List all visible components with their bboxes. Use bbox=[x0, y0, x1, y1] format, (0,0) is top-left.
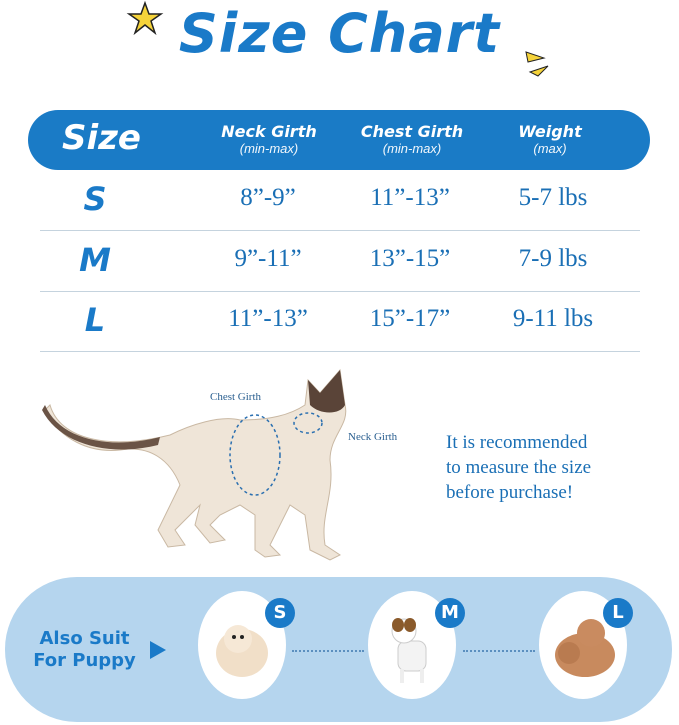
header-label: Neck Girth bbox=[221, 122, 317, 141]
recommendation-line: It is recommended bbox=[446, 432, 588, 453]
size-badge-l: L bbox=[603, 598, 633, 628]
sparkle-icon bbox=[525, 51, 549, 77]
table-row: M 9”-11” 13”-15” 7-9 lbs bbox=[40, 231, 640, 292]
header-sublabel: (min-max) bbox=[239, 141, 299, 156]
chest-girth-label: Chest Girth bbox=[210, 391, 262, 403]
page-title: Size Chart bbox=[178, 2, 501, 65]
weight-cell: 7-9 lbs bbox=[518, 245, 588, 272]
neck-cell: 11”-13” bbox=[228, 305, 308, 332]
header-weight: Weight (max) bbox=[475, 122, 625, 156]
recommendation-text: It is recommended to measure the size be… bbox=[446, 430, 591, 505]
neck-cell: 9”-11” bbox=[234, 245, 302, 272]
connector-line bbox=[463, 650, 535, 652]
recommendation-line: before purchase! bbox=[446, 482, 574, 503]
header-sublabel: (max) bbox=[533, 141, 567, 156]
chest-cell: 15”-17” bbox=[369, 305, 451, 332]
star-icon bbox=[126, 0, 164, 36]
table-row: L 11”-13” 15”-17” 9-11 lbs bbox=[40, 291, 640, 352]
size-cell: M bbox=[79, 241, 111, 279]
play-arrow-icon bbox=[150, 641, 166, 659]
weight-cell: 9-11 lbs bbox=[512, 305, 594, 332]
header-label: Weight bbox=[518, 122, 582, 141]
connector-line bbox=[292, 650, 364, 652]
size-badge-s: S bbox=[265, 598, 295, 628]
cat-image bbox=[42, 368, 347, 561]
neck-girth-label: Neck Girth bbox=[348, 431, 398, 443]
also-suit-line: Also Suit bbox=[39, 628, 130, 649]
neck-cell: 8”-9” bbox=[240, 184, 296, 211]
size-cell: L bbox=[84, 301, 106, 339]
header-sublabel: (min-max) bbox=[382, 141, 442, 156]
recommendation-line: to measure the size bbox=[446, 457, 592, 478]
also-suit-label: Also Suit For Puppy bbox=[22, 628, 147, 672]
chest-cell: 13”-15” bbox=[369, 245, 451, 272]
header-neck-girth: Neck Girth (min-max) bbox=[194, 122, 344, 156]
header-chest-girth: Chest Girth (min-max) bbox=[337, 122, 487, 156]
size-badge-m: M bbox=[435, 598, 465, 628]
table-header: Size Neck Girth (min-max) Chest Girth (m… bbox=[28, 110, 650, 170]
also-suit-line: For Puppy bbox=[33, 650, 136, 671]
weight-cell: 5-7 lbs bbox=[518, 184, 588, 211]
table-row: S 8”-9” 11”-13” 5-7 lbs bbox=[40, 170, 640, 231]
header-label: Chest Girth bbox=[360, 122, 464, 141]
size-cell: S bbox=[83, 180, 107, 218]
header-size: Size bbox=[62, 118, 141, 158]
chest-cell: 11”-13” bbox=[370, 184, 450, 211]
